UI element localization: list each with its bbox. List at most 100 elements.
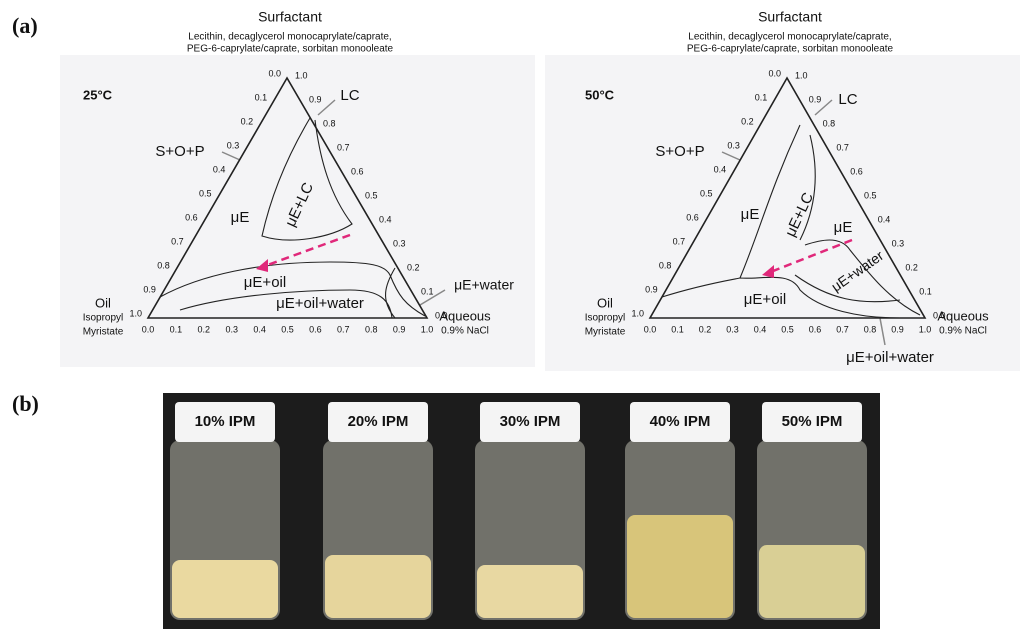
tick-label: 0.3	[727, 140, 740, 150]
tick-label: 0.7	[836, 324, 849, 334]
tick-label: 0.8	[864, 324, 877, 334]
tick-label: 0.3	[726, 324, 739, 334]
tick-label: 0.1	[755, 92, 768, 102]
apex-left: Isopropyl	[585, 313, 626, 324]
vial-label: 20% IPM	[348, 413, 409, 430]
arrow	[261, 233, 853, 275]
tick-label: 0.0	[142, 324, 155, 334]
tick-label: 0.5	[199, 188, 212, 198]
tick-label: 0.3	[227, 140, 240, 150]
tick-label: 0.2	[741, 116, 754, 126]
tick-label: 0.6	[309, 324, 322, 334]
tick-label: 0.0	[768, 68, 781, 78]
tick-label: 0.1	[170, 324, 183, 334]
region-label: μE	[231, 209, 250, 226]
tick-label: 0.0	[435, 310, 448, 320]
tick-label: 0.7	[337, 142, 350, 152]
tick-label: 0.8	[823, 118, 836, 128]
region-label: LC	[838, 91, 857, 108]
pointer	[221, 99, 886, 346]
vial-liquid	[759, 545, 865, 618]
vial-liquid	[325, 555, 431, 618]
tick-label: 0.5	[281, 324, 294, 334]
region-label: μE	[741, 206, 760, 223]
tick-label: 1.0	[919, 324, 932, 334]
tick-label: 0.7	[836, 142, 849, 152]
tick-label: 0.0	[644, 324, 657, 334]
tick-label: 0.1	[255, 92, 268, 102]
tick-label: 0.4	[754, 324, 767, 334]
tick-label: 1.0	[631, 308, 644, 318]
tick-label: 0.5	[781, 324, 794, 334]
tick-label: 0.6	[850, 166, 863, 176]
apex-left: Myristate	[83, 327, 124, 338]
apex-note: PEG-6-caprylate/caprate, sorbitan monool…	[187, 44, 394, 55]
tick-label: 0.4	[253, 324, 266, 334]
tick-label: 1.0	[795, 70, 808, 80]
tick-label: 0.3	[892, 238, 905, 248]
tick-label: 0.7	[337, 324, 350, 334]
vial-liquid	[477, 565, 583, 618]
panel-label: (a)	[12, 13, 38, 38]
apex-note: Lecithin, decaglycerol monocaprylate/cap…	[688, 32, 891, 43]
tick-label: 0.1	[671, 324, 684, 334]
tick-label: 0.6	[351, 166, 364, 176]
tick-label: 0.8	[659, 260, 672, 270]
tick-label: 0.5	[864, 190, 877, 200]
tick-label: 0.4	[379, 214, 392, 224]
vial-label: 10% IPM	[195, 413, 256, 430]
tick-label: 0.2	[241, 116, 254, 126]
apex-left: Myristate	[585, 327, 626, 338]
vial-cap	[480, 402, 580, 442]
vial-cap	[630, 402, 730, 442]
tick-label: 0.9	[143, 284, 156, 294]
tick-label: 0.0	[933, 310, 946, 320]
tick-label: 0.9	[891, 324, 904, 334]
tick-label: 0.4	[213, 164, 226, 174]
vial-liquid	[172, 560, 278, 618]
tick-label: 0.2	[198, 324, 211, 334]
temperature: 25°C	[83, 87, 113, 102]
arrow-head	[256, 259, 774, 278]
tick-label: 0.5	[700, 188, 713, 198]
tick-label: 0.4	[878, 214, 891, 224]
vial-cap	[175, 402, 275, 442]
region-label: μE+oil+water	[846, 349, 934, 366]
tick-label: 0.9	[645, 284, 658, 294]
triangle	[146, 76, 429, 319]
tick-label: 0.2	[699, 324, 712, 334]
tick-label: 0.7	[673, 236, 686, 246]
tick-label: 0.9	[393, 324, 406, 334]
temperature: 50°C	[585, 87, 615, 102]
tick-label: 0.8	[365, 324, 378, 334]
panel-label: (b)	[12, 391, 39, 416]
region-label: μE	[834, 219, 853, 236]
vial-cap	[328, 402, 428, 442]
apex-title: Surfactant	[258, 9, 322, 25]
diagram-bg	[60, 55, 535, 367]
region-label: μE+oil+water	[276, 295, 364, 312]
tick-label: 0.3	[225, 324, 238, 334]
tick-label: 0.1	[919, 286, 932, 296]
tick-label: 0.3	[393, 238, 406, 248]
tick-label: 0.6	[809, 324, 822, 334]
tick-label: 0.8	[323, 118, 336, 128]
region-label: S+O+P	[155, 143, 204, 160]
tick-label: 0.9	[309, 94, 322, 104]
vial-label: 50% IPM	[782, 413, 843, 430]
vial-liquid	[627, 515, 733, 618]
tick-label: 1.0	[129, 308, 142, 318]
tick-label: 0.6	[686, 212, 699, 222]
apex-left: Isopropyl	[83, 313, 124, 324]
tick-label: 1.0	[421, 324, 434, 334]
tick-label: 0.2	[905, 262, 918, 272]
apex-left: Oil	[597, 295, 613, 310]
vial-cap	[762, 402, 862, 442]
tick-label: 0.6	[185, 212, 198, 222]
apex-left: Oil	[95, 295, 111, 310]
vial-label: 30% IPM	[500, 413, 561, 430]
region-label: S+O+P	[655, 143, 704, 160]
apex-right: 0.9% NaCl	[441, 326, 489, 337]
apex-right: Aqueous	[439, 308, 491, 323]
